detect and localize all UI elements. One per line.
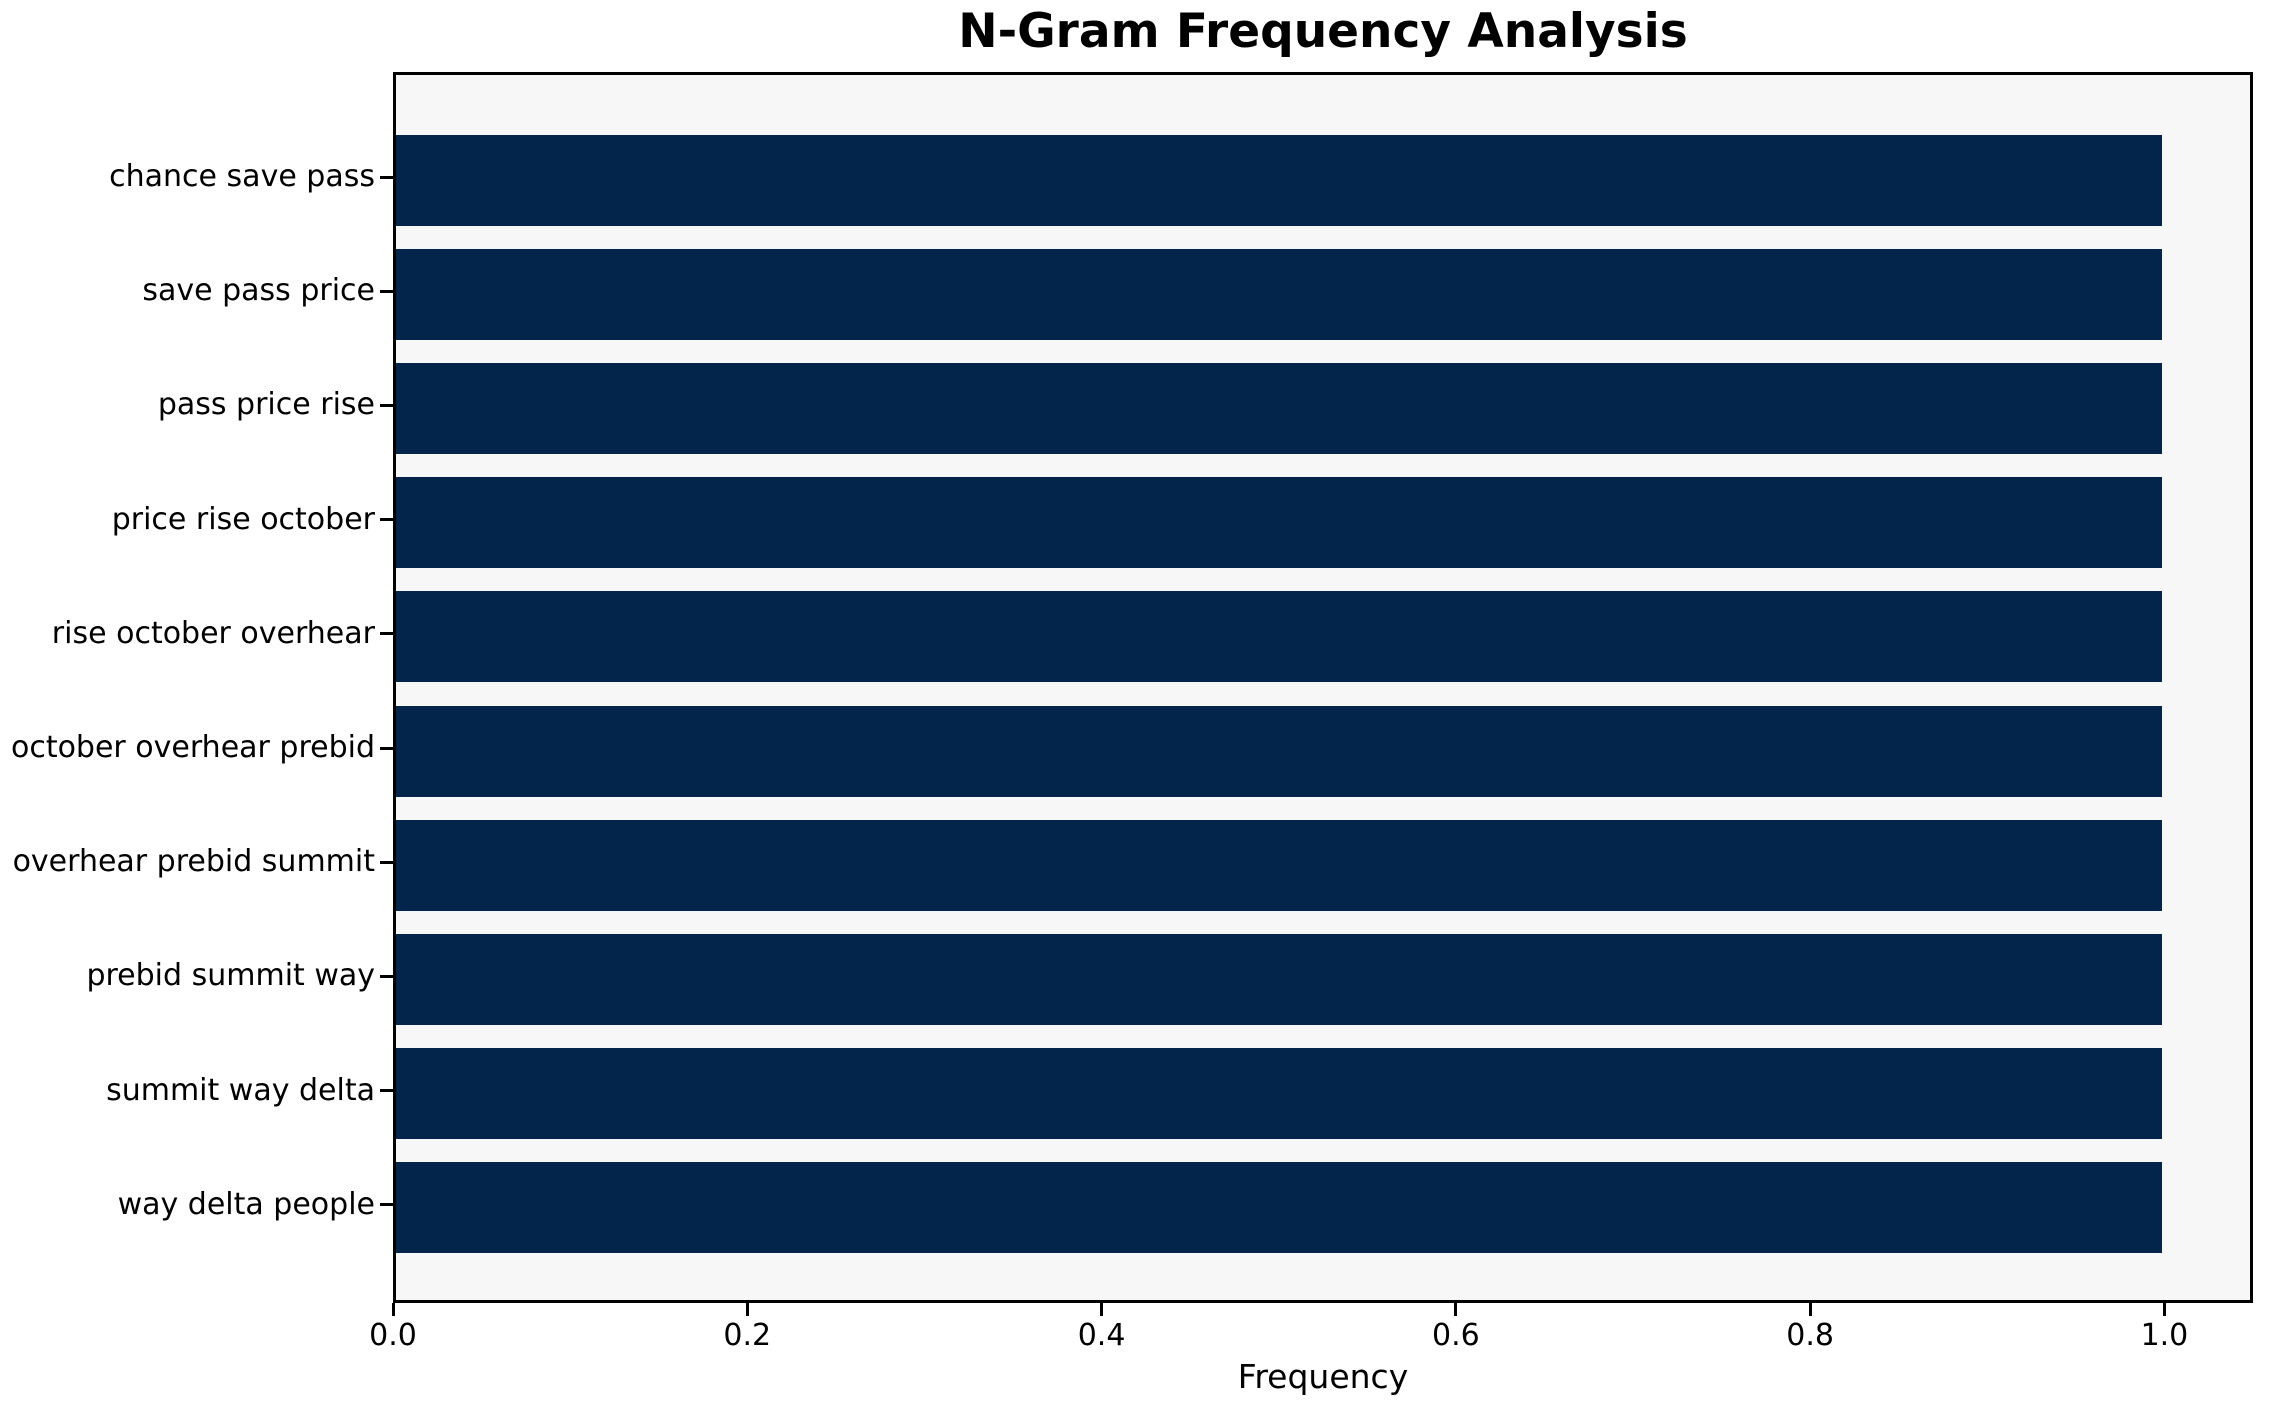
plot-area bbox=[393, 72, 2253, 1303]
y-tick-label: rise october overhear bbox=[51, 615, 375, 651]
y-tick-label: save pass price bbox=[142, 273, 375, 309]
y-tick-label: prebid summit way bbox=[86, 958, 375, 994]
x-tick-label: 0.8 bbox=[1786, 1318, 1834, 1353]
bar bbox=[396, 477, 2162, 569]
y-tick-label: chance save pass bbox=[109, 159, 375, 194]
y-tick-mark bbox=[380, 289, 393, 293]
y-tick-label: overhear prebid summit bbox=[12, 844, 375, 880]
bar bbox=[396, 591, 2162, 683]
chart-title: N-Gram Frequency Analysis bbox=[958, 4, 1688, 59]
bar bbox=[396, 248, 2162, 340]
x-tick-mark bbox=[1808, 1303, 1812, 1316]
y-tick-mark bbox=[380, 746, 393, 750]
y-tick-label: price rise october bbox=[111, 501, 375, 537]
bar bbox=[396, 933, 2162, 1025]
y-tick-label: summit way delta bbox=[106, 1072, 375, 1108]
bar bbox=[396, 819, 2162, 911]
y-tick-label: way delta people bbox=[117, 1186, 375, 1222]
x-tick-mark bbox=[745, 1303, 749, 1316]
x-tick-mark bbox=[1100, 1303, 1104, 1316]
y-tick-mark bbox=[380, 1203, 393, 1207]
x-tick-label: 1.0 bbox=[2140, 1318, 2189, 1353]
x-tick-mark bbox=[1454, 1303, 1458, 1316]
bar bbox=[396, 1162, 2162, 1254]
x-tick-label: 0.2 bbox=[723, 1318, 772, 1353]
y-tick-label: pass price rise bbox=[157, 387, 375, 423]
y-tick-label: october overhear prebid bbox=[10, 730, 375, 765]
x-tick-label: 0.6 bbox=[1431, 1318, 1480, 1353]
bar bbox=[396, 1048, 2162, 1140]
y-tick-mark bbox=[380, 403, 393, 407]
y-tick-mark bbox=[380, 974, 393, 978]
x-tick-mark bbox=[391, 1303, 395, 1316]
y-tick-mark bbox=[380, 632, 393, 636]
bar bbox=[396, 705, 2162, 797]
x-tick-mark bbox=[2162, 1303, 2166, 1316]
y-tick-mark bbox=[380, 518, 393, 522]
bar bbox=[396, 134, 2162, 226]
y-tick-mark bbox=[380, 860, 393, 864]
x-tick-label: 0.0 bbox=[369, 1318, 417, 1353]
bar bbox=[396, 362, 2162, 454]
y-tick-mark bbox=[380, 1089, 393, 1093]
x-tick-label: 0.4 bbox=[1077, 1318, 1126, 1353]
y-tick-mark bbox=[380, 175, 393, 179]
x-axis-title: Frequency bbox=[1237, 1357, 1409, 1396]
